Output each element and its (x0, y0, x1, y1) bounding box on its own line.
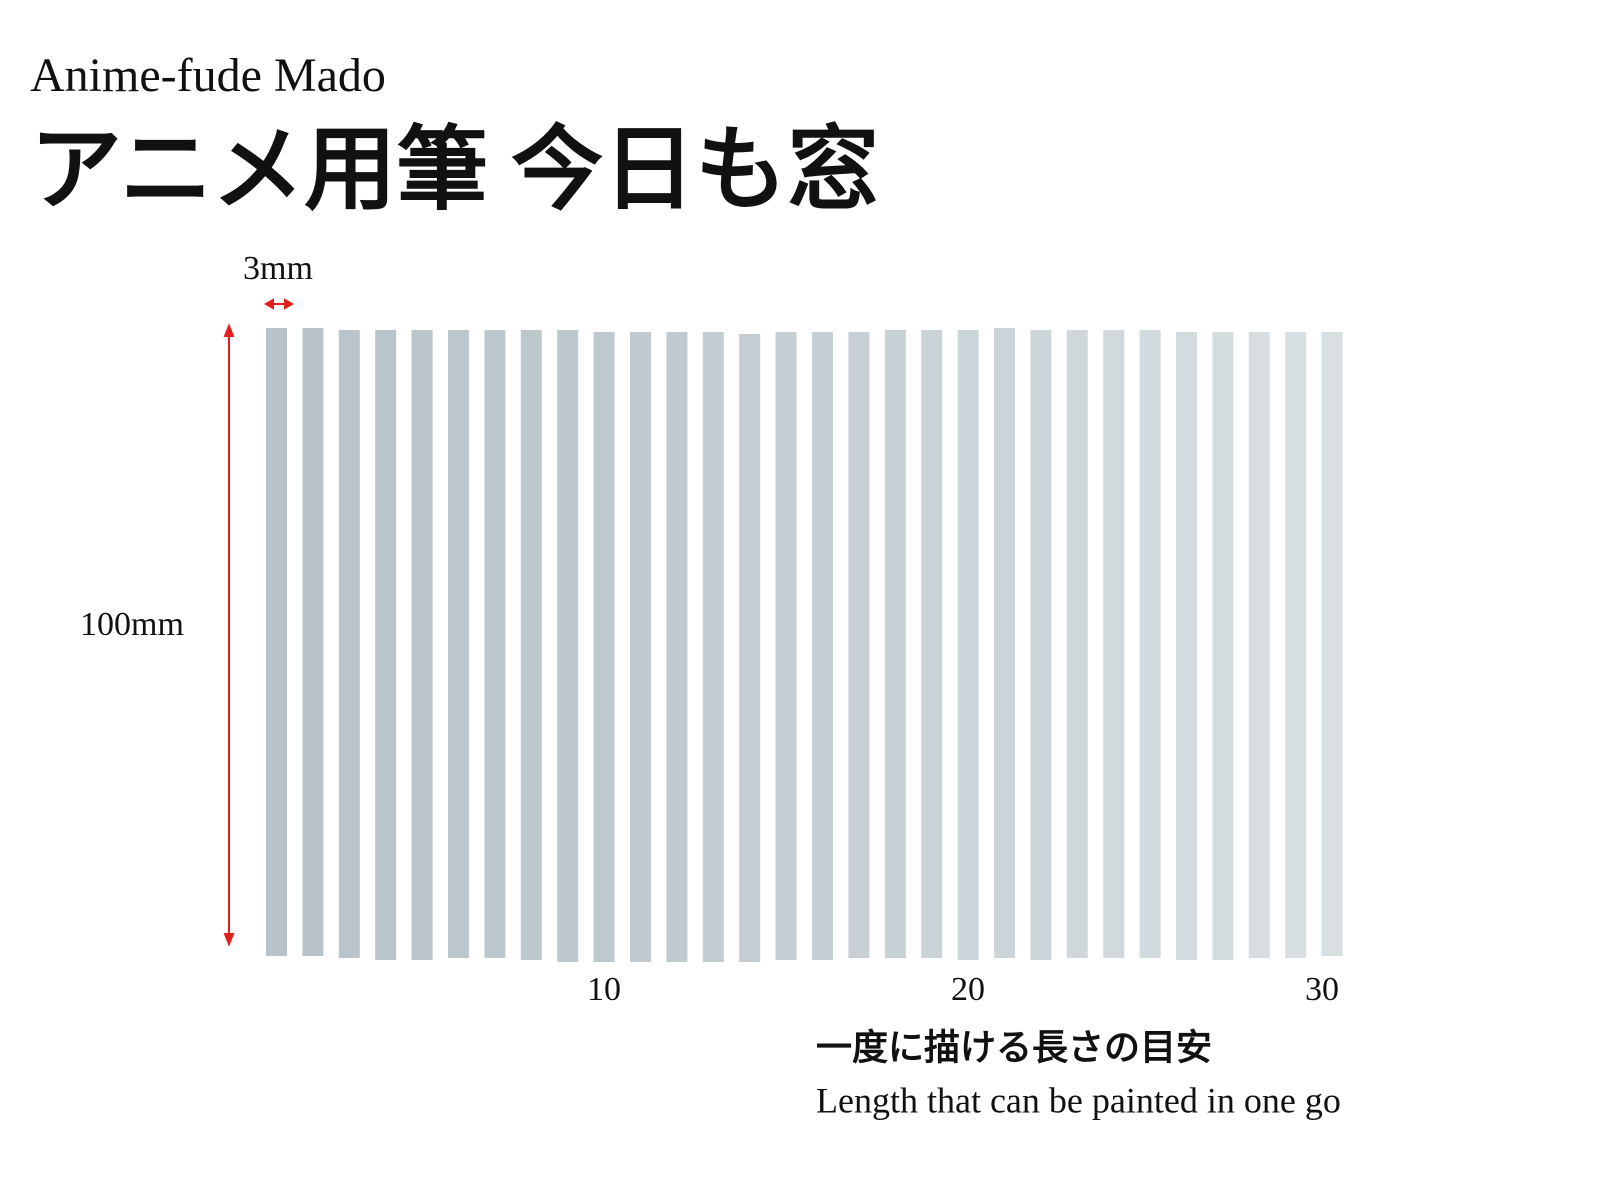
brush-stroke (1285, 332, 1307, 958)
brush-stroke (1139, 330, 1161, 958)
brush-stroke (702, 332, 724, 962)
brush-stroke (557, 330, 579, 962)
height-label: 100mm (80, 606, 184, 643)
brush-stroke (1103, 330, 1125, 958)
brush-stroke (411, 330, 433, 960)
brush-stroke (484, 330, 506, 958)
brush-stroke (666, 332, 688, 962)
stroke-count-label: 20 (951, 971, 985, 1008)
brush-stroke (994, 328, 1015, 958)
caption-english: Length that can be painted in one go (816, 1080, 1341, 1120)
width-label: 3mm (243, 250, 313, 287)
brush-stroke (1212, 332, 1234, 960)
brush-stroke (1321, 332, 1343, 956)
brush-stroke (338, 330, 360, 958)
brush-stroke (448, 330, 469, 958)
brush-stroke (812, 332, 833, 960)
brush-stroke (302, 328, 324, 956)
brush-strokes (266, 328, 1343, 962)
product-title: アニメ用筆 今日も窓 (30, 119, 879, 221)
brush-stroke (520, 330, 542, 960)
brush-stroke (739, 334, 761, 962)
brush-stroke (630, 332, 651, 962)
caption-japanese: 一度に描ける長さの目安 (816, 1027, 1212, 1067)
brush-stroke (884, 330, 906, 958)
brush-stroke (921, 330, 943, 958)
brush-stroke (1030, 330, 1052, 960)
brush-stroke (1176, 332, 1197, 960)
brush-stroke (957, 330, 979, 960)
brush-stroke (375, 330, 397, 960)
stroke-count-label: 30 (1305, 971, 1339, 1008)
brand-name: Anime-fude Mado (30, 49, 386, 102)
brush-stroke (848, 332, 870, 958)
brush-stroke (266, 328, 287, 956)
brush-stroke (1248, 332, 1270, 958)
brush-stroke (775, 332, 797, 960)
brush-stroke (1066, 330, 1088, 958)
brush-stroke (593, 332, 615, 962)
width-arrow (263, 298, 295, 310)
height-arrow (223, 323, 235, 947)
stroke-count-label: 10 (587, 971, 621, 1008)
